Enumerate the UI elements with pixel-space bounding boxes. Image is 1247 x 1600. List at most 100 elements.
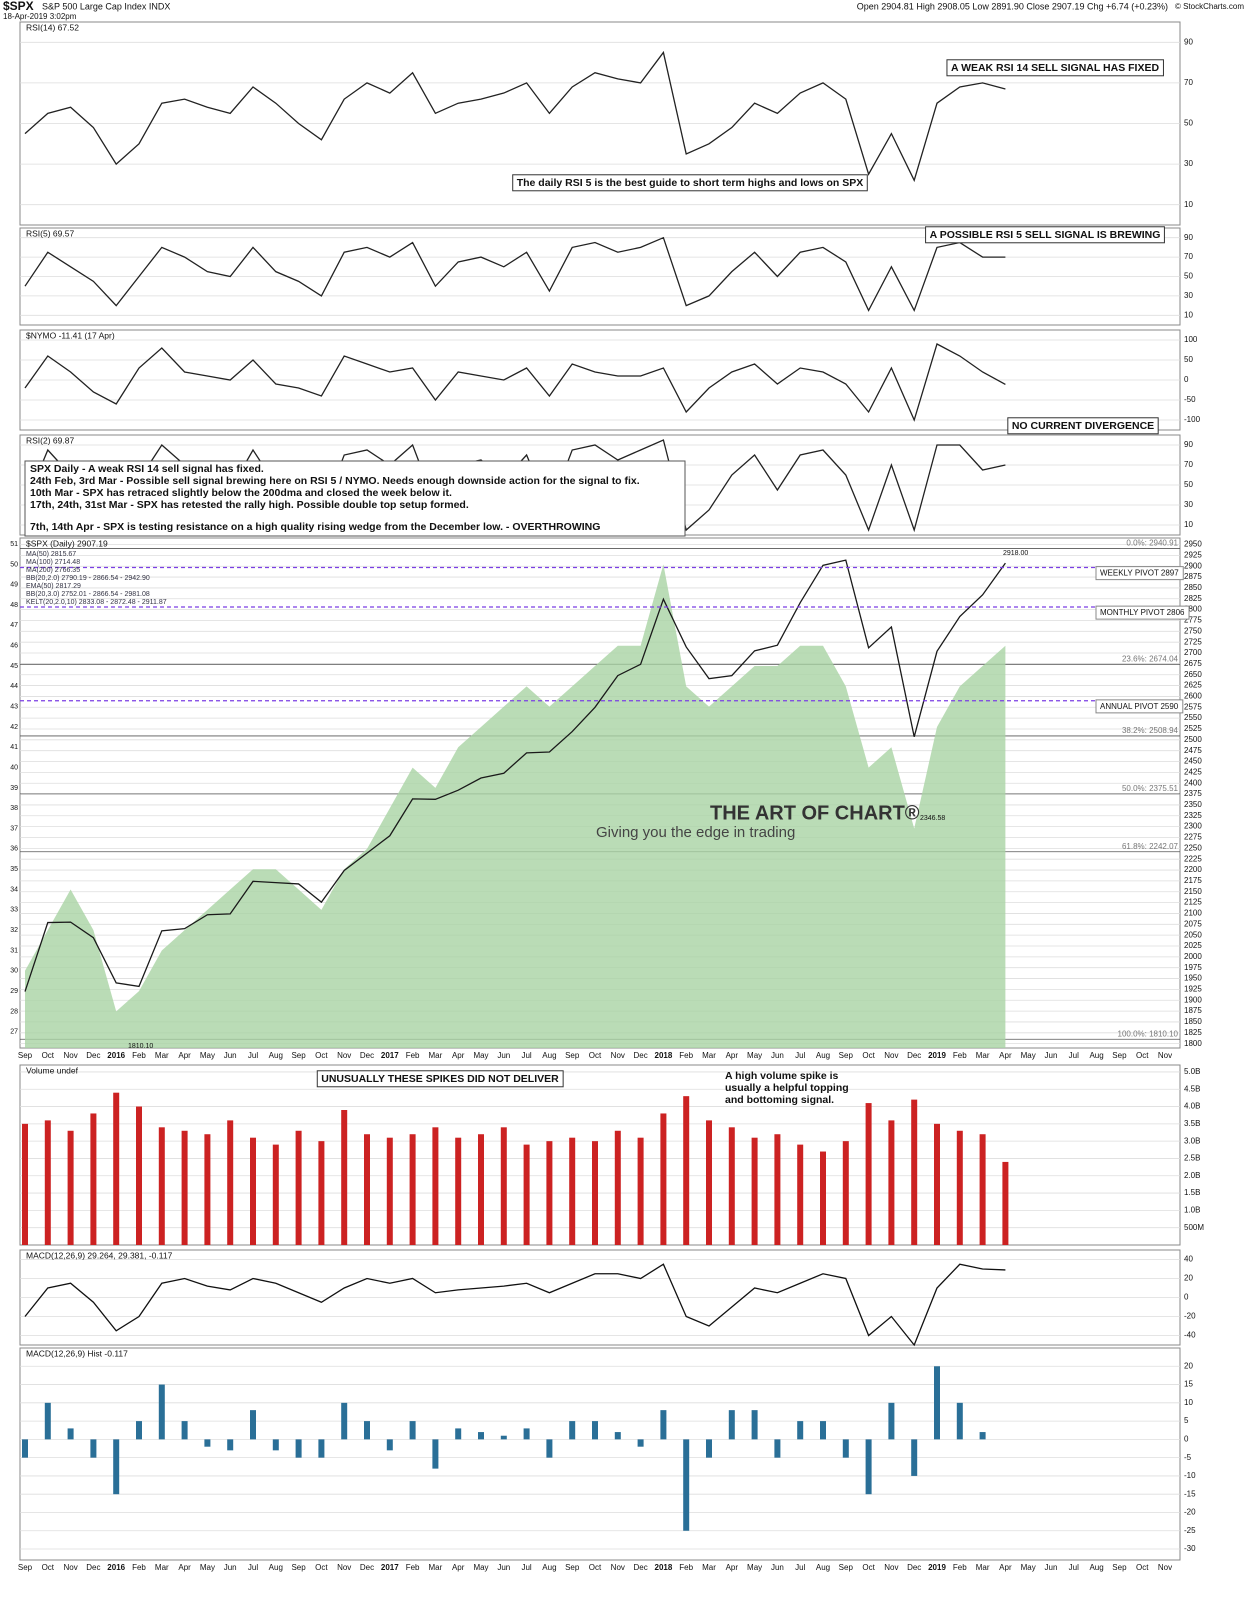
x-tick-label: 2018 [655, 1051, 673, 1060]
x-tick-label: Jun [224, 1051, 237, 1060]
y-tick-label: 1900 [1184, 995, 1202, 1004]
bar [272, 1439, 279, 1451]
bar [979, 1134, 986, 1245]
series-line [24, 1263, 1006, 1347]
x-tick-label: 2017 [381, 1563, 399, 1572]
panel-label: Volume undef [26, 1065, 79, 1075]
bar [181, 1421, 188, 1440]
bar [455, 1137, 462, 1245]
y-tick-label: 50 [1184, 480, 1193, 489]
y-tick-label: 10 [1184, 200, 1193, 209]
y-tick-label: -20 [1184, 1312, 1196, 1321]
x-tick-label: Aug [816, 1051, 830, 1060]
y-tick-label: 1875 [1184, 1006, 1202, 1015]
bar [250, 1410, 256, 1440]
y-tick-label: 30 [1184, 159, 1193, 168]
x-tick-label: Apr [452, 1563, 465, 1572]
bar [774, 1134, 781, 1245]
bar [432, 1439, 439, 1469]
x-tick-label: Apr [452, 1051, 465, 1060]
y2-tick-label: 45 [10, 663, 18, 670]
legend-line: BB(20,2.0) 2790.19 - 2866.54 - 2942.90 [26, 575, 150, 582]
bar [409, 1421, 416, 1440]
y-tick-label: 2825 [1184, 594, 1202, 603]
bar [820, 1151, 826, 1245]
x-tick-label: Aug [269, 1051, 283, 1060]
y-tick-label: 2625 [1184, 681, 1202, 690]
annotation: THE ART OF CHART® [710, 802, 920, 824]
y-tick-label: 1800 [1184, 1039, 1202, 1048]
y-tick-label: 100 [1184, 335, 1198, 344]
y-tick-label: 10 [1184, 520, 1193, 529]
y-tick-label: -50 [1184, 395, 1196, 404]
bar [979, 1432, 986, 1440]
y-tick-label: 2850 [1184, 583, 1202, 592]
x-tick-label: Sep [839, 1563, 854, 1572]
bar [523, 1144, 530, 1245]
y-tick-label: 5 [1184, 1416, 1189, 1425]
x-tick-label: Oct [42, 1051, 55, 1060]
y2-tick-label: 42 [10, 724, 18, 731]
x-tick-label: Mar [976, 1051, 990, 1060]
legend-line: BB(20,3.0) 2752.01 - 2866.54 - 2981.08 [26, 591, 150, 598]
y-tick-label: 1.0B [1184, 1205, 1200, 1214]
y2-tick-label: 30 [10, 968, 18, 975]
x-tick-label: Nov [1158, 1563, 1172, 1572]
notes-box [24, 460, 686, 537]
y-tick-label: -20 [1184, 1508, 1196, 1517]
bar [1002, 1161, 1009, 1245]
x-tick-label: Sep [1112, 1563, 1127, 1572]
x-tick-label: Feb [406, 1563, 420, 1572]
y-tick-label: 2925 [1184, 550, 1202, 559]
y-tick-label: 2675 [1184, 659, 1202, 668]
x-tick-label: Jun [1045, 1051, 1058, 1060]
x-tick-label: Dec [360, 1051, 374, 1060]
note-line: 17th, 24th, 31st Mar - SPX has retested … [30, 499, 469, 511]
y-tick-label: 2775 [1184, 616, 1202, 625]
y2-tick-label: 36 [10, 846, 18, 853]
y-tick-label: -5 [1184, 1453, 1192, 1462]
panel-label: $SPX (Daily) 2907.19 [26, 538, 108, 548]
x-tick-label: Nov [611, 1051, 625, 1060]
x-tick-label: Jul [521, 1563, 531, 1572]
bar [637, 1439, 644, 1447]
bar [250, 1137, 256, 1245]
x-tick-label: Feb [953, 1563, 967, 1572]
bar [546, 1141, 553, 1245]
x-tick-label: Sep [1112, 1051, 1127, 1060]
x-tick-label: Oct [1136, 1563, 1149, 1572]
y-tick-label: 70 [1184, 460, 1193, 469]
y2-tick-label: 27 [10, 1029, 18, 1036]
y2-tick-label: 38 [10, 805, 18, 812]
bar [500, 1435, 507, 1440]
y-tick-label: 70 [1184, 252, 1193, 261]
panel-label: MACD(12,26,9) Hist -0.117 [26, 1348, 128, 1358]
bar [956, 1130, 963, 1245]
x-tick-label: Mar [155, 1563, 169, 1572]
bar [614, 1432, 621, 1440]
series-line [24, 559, 1006, 992]
y2-tick-label: 41 [10, 744, 18, 751]
x-tick-label: Oct [862, 1051, 875, 1060]
y-tick-label: 1950 [1184, 974, 1202, 983]
bar [204, 1134, 211, 1245]
x-tick-label: May [473, 1051, 488, 1060]
x-tick-label: May [1021, 1563, 1036, 1572]
date: 18-Apr-2019 3:02pm [3, 12, 77, 21]
fib-label: 100.0%: 1810.10 [1118, 1029, 1179, 1038]
x-tick-label: Oct [589, 1051, 602, 1060]
x-tick-label: Jul [1069, 1051, 1079, 1060]
y-tick-label: 2900 [1184, 561, 1202, 570]
bar [683, 1439, 690, 1531]
panel-label: RSI(5) 69.57 [26, 228, 74, 238]
bar [432, 1127, 439, 1245]
x-tick-label: Nov [1158, 1051, 1172, 1060]
x-tick-label: May [200, 1051, 215, 1060]
y-tick-label: 2125 [1184, 898, 1202, 907]
x-tick-label: Mar [702, 1051, 716, 1060]
y-tick-label: 2350 [1184, 800, 1202, 809]
y2-tick-label: 29 [10, 988, 18, 995]
x-tick-label: Apr [999, 1051, 1012, 1060]
y-tick-label: 2500 [1184, 735, 1202, 744]
y-tick-label: 500M [1184, 1223, 1204, 1232]
